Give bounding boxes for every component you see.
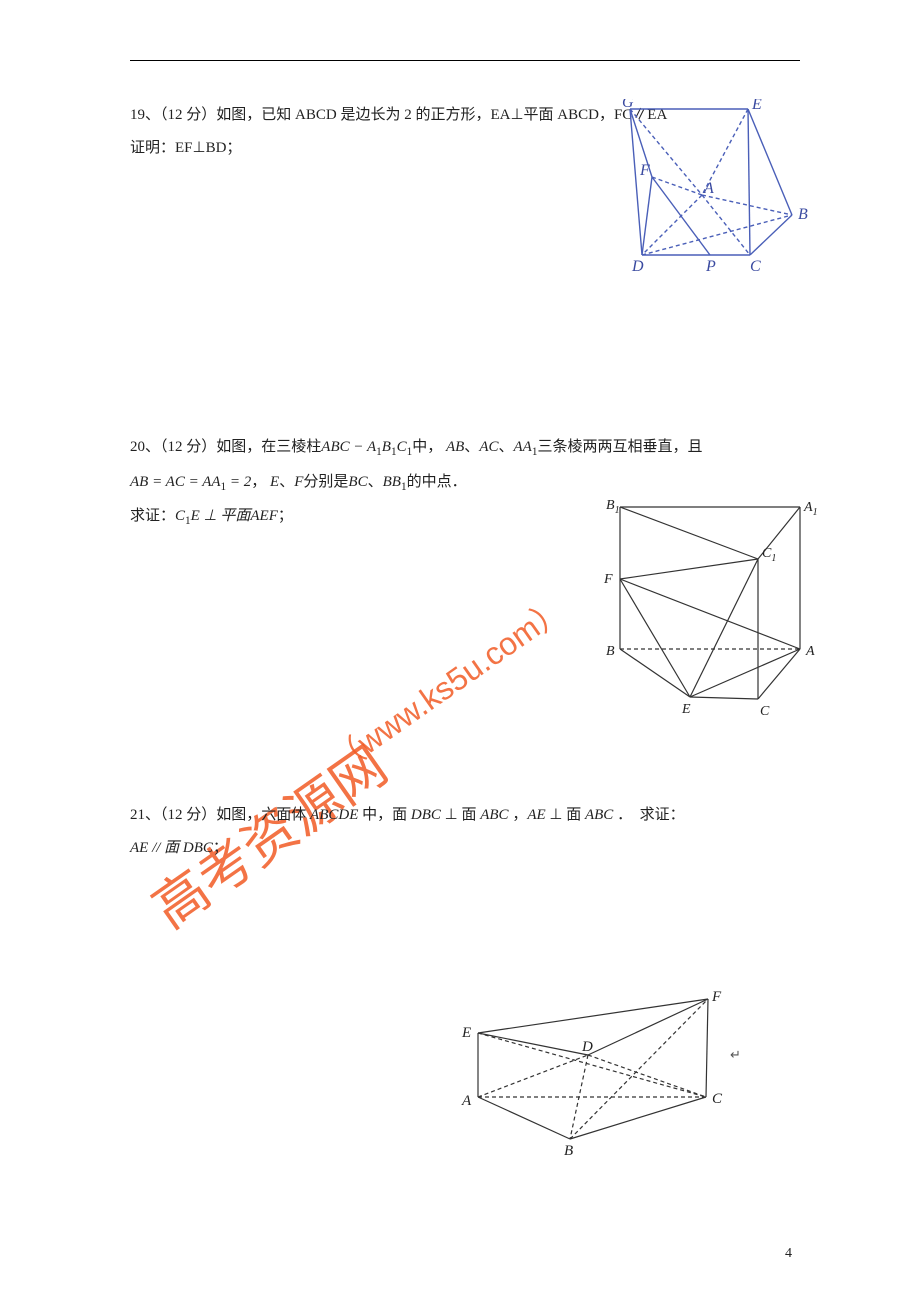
p20-md: AA1 <box>514 439 538 455</box>
p20-te: 分别是 <box>303 474 348 490</box>
svg-text:B1: B1 <box>606 499 620 516</box>
p20-mh: BC <box>348 474 367 490</box>
p21-mb: DBC <box>411 807 441 823</box>
svg-text:C1: C1 <box>762 546 776 564</box>
svg-text:A: A <box>805 644 815 659</box>
svg-text:D: D <box>581 1039 593 1055</box>
p21-tg: ； <box>213 840 228 856</box>
p20-figure: B1 A1 C1 F B A E C <box>600 499 830 734</box>
svg-text:↵: ↵ <box>730 1047 741 1062</box>
p21-td: ， <box>509 807 528 823</box>
top-rule <box>130 60 800 61</box>
p19-score: （12 分） <box>160 107 216 123</box>
svg-text:B: B <box>606 644 615 659</box>
svg-text:A: A <box>461 1093 472 1109</box>
p20-mb: AB <box>446 439 464 455</box>
svg-text:B: B <box>564 1143 573 1159</box>
spacer-1 <box>130 369 800 429</box>
svg-text:D: D <box>631 258 644 275</box>
svg-text:E: E <box>681 702 691 717</box>
p20-s1: 、 <box>464 439 479 455</box>
p20-ta: 如图，在三棱柱 <box>216 439 321 455</box>
p20-tf: 的中点． <box>407 474 467 490</box>
p19-number: 19、 <box>130 107 160 123</box>
p20-tc: 三条棱两两互相垂直，且 <box>537 439 702 455</box>
p21-tb: 中，面 <box>358 807 411 823</box>
p19-l2: 证明：EF⊥BD； <box>130 140 241 156</box>
p20-mc: AC <box>479 439 498 455</box>
svg-text:C: C <box>760 704 770 719</box>
svg-text:F: F <box>639 162 650 179</box>
p20-mj: C1E ⊥ 平面AEF <box>175 508 278 524</box>
problem-19: 19、（12 分）如图，已知 ABCD 是边长为 2 的正方形，EA⊥平面 AB… <box>130 99 800 329</box>
p20-tb: 中， <box>412 439 442 455</box>
p20-me: AB = AC = AA1 = 2 <box>130 474 251 490</box>
p21-number: 21、 <box>130 807 160 823</box>
p21-te: ⊥ 面 <box>546 807 585 823</box>
problem-20: 20、（12 分）如图，在三棱柱ABC − A1B1C1中， AB、AC、AA1… <box>130 429 800 689</box>
p21-score: （12 分） <box>160 807 216 823</box>
p20-ma: ABC − A1B1C1 <box>321 439 412 455</box>
svg-text:A1: A1 <box>803 500 818 518</box>
svg-text:C: C <box>750 258 761 275</box>
p21-md: AE <box>527 807 545 823</box>
p20-mf: E <box>270 474 279 490</box>
p21-ma: ABCDE <box>310 807 358 823</box>
p20-mi: BB1 <box>383 474 407 490</box>
p20-td: ， <box>251 474 266 490</box>
svg-text:A: A <box>703 180 714 197</box>
problem-21: 21、（12 分）如图，六面体 ABCDE 中，面 DBC ⊥ 面 ABC ，A… <box>130 799 800 1099</box>
p20-l3a: 求证： <box>130 508 175 524</box>
p21-ta: 如图，六面体 <box>216 807 310 823</box>
svg-text:F: F <box>603 572 613 587</box>
svg-text:F: F <box>711 989 722 1005</box>
svg-text:B: B <box>798 206 808 223</box>
p20-tg: ； <box>278 508 293 524</box>
page: 高考资源网 （www.ks5u.com） 19、（12 分）如图，已知 ABCD… <box>0 0 920 1302</box>
p21-l2: AE // 面 DBC <box>130 840 213 856</box>
spacer-2 <box>130 729 800 799</box>
p21-me: ABC <box>585 807 613 823</box>
p21-tf: ． 求证： <box>613 807 684 823</box>
svg-text:G: G <box>622 99 634 111</box>
p19-figure: G E F A B D P C <box>580 99 830 294</box>
svg-text:P: P <box>705 258 716 275</box>
p21-mc: ABC <box>480 807 508 823</box>
page-number: 4 <box>785 1246 792 1262</box>
p20-score: （12 分） <box>160 439 216 455</box>
svg-text:E: E <box>461 1025 471 1041</box>
p20-s3: 、 <box>279 474 294 490</box>
p21-figure: E F D A C B ↵ <box>450 989 750 1174</box>
p21-tc: ⊥ 面 <box>441 807 480 823</box>
p20-s4: 、 <box>368 474 383 490</box>
svg-text:C: C <box>712 1091 723 1107</box>
svg-text:E: E <box>751 99 762 113</box>
p20-s2: 、 <box>498 439 513 455</box>
p20-number: 20、 <box>130 439 160 455</box>
